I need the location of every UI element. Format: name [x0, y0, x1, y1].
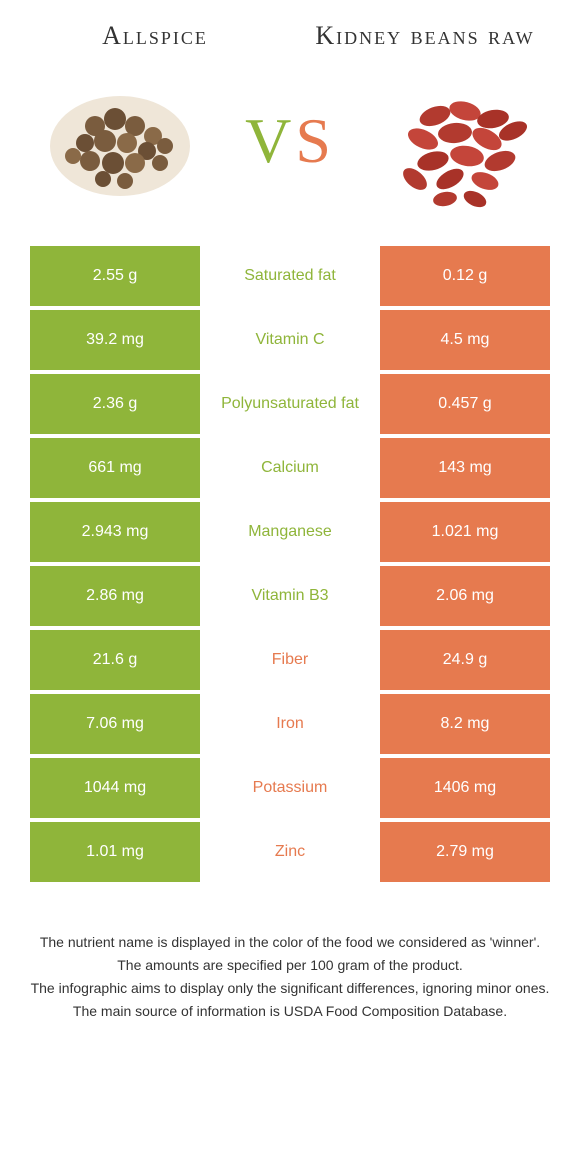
left-value: 661 mg — [30, 438, 200, 498]
nutrient-label: Zinc — [200, 822, 380, 882]
footnotes: The nutrient name is displayed in the co… — [30, 932, 550, 1022]
nutrition-table: 2.55 gSaturated fat0.12 g39.2 mgVitamin … — [30, 246, 550, 882]
right-value: 8.2 mg — [380, 694, 550, 754]
right-value: 4.5 mg — [380, 310, 550, 370]
footnote-line: The main source of information is USDA F… — [30, 1001, 550, 1022]
nutrient-label: Vitamin B3 — [200, 566, 380, 626]
table-row: 1.01 mgZinc2.79 mg — [30, 822, 550, 882]
right-value: 2.06 mg — [380, 566, 550, 626]
vs-s: S — [295, 105, 335, 176]
nutrient-label: Manganese — [200, 502, 380, 562]
right-value: 2.79 mg — [380, 822, 550, 882]
nutrient-label: Saturated fat — [200, 246, 380, 306]
right-value: 1406 mg — [380, 758, 550, 818]
right-value: 24.9 g — [380, 630, 550, 690]
left-value: 2.36 g — [30, 374, 200, 434]
left-value: 21.6 g — [30, 630, 200, 690]
table-row: 2.943 mgManganese1.021 mg — [30, 502, 550, 562]
table-row: 661 mgCalcium143 mg — [30, 438, 550, 498]
right-value: 0.457 g — [380, 374, 550, 434]
nutrient-label: Polyunsaturated fat — [200, 374, 380, 434]
allspice-image — [30, 66, 210, 216]
right-value: 0.12 g — [380, 246, 550, 306]
right-food-title: Kidney beans raw — [300, 20, 550, 51]
table-row: 21.6 gFiber24.9 g — [30, 630, 550, 690]
table-row: 2.36 gPolyunsaturated fat0.457 g — [30, 374, 550, 434]
nutrient-label: Potassium — [200, 758, 380, 818]
header: Allspice Kidney beans raw — [30, 20, 550, 51]
images-row: VS — [30, 61, 550, 221]
left-value: 1044 mg — [30, 758, 200, 818]
left-value: 7.06 mg — [30, 694, 200, 754]
footnote-line: The amounts are specified per 100 gram o… — [30, 955, 550, 976]
left-value: 2.55 g — [30, 246, 200, 306]
right-value: 1.021 mg — [380, 502, 550, 562]
kidney-beans-image — [370, 66, 550, 216]
vs-label: VS — [245, 104, 335, 178]
nutrient-label: Vitamin C — [200, 310, 380, 370]
table-row: 2.86 mgVitamin B32.06 mg — [30, 566, 550, 626]
table-row: 39.2 mgVitamin C4.5 mg — [30, 310, 550, 370]
left-value: 39.2 mg — [30, 310, 200, 370]
nutrient-label: Calcium — [200, 438, 380, 498]
left-value: 2.86 mg — [30, 566, 200, 626]
table-row: 2.55 gSaturated fat0.12 g — [30, 246, 550, 306]
footnote-line: The nutrient name is displayed in the co… — [30, 932, 550, 953]
nutrient-label: Iron — [200, 694, 380, 754]
right-value: 143 mg — [380, 438, 550, 498]
nutrient-label: Fiber — [200, 630, 380, 690]
left-food-title: Allspice — [30, 20, 280, 51]
left-value: 1.01 mg — [30, 822, 200, 882]
vs-v: V — [245, 105, 295, 176]
left-value: 2.943 mg — [30, 502, 200, 562]
footnote-line: The infographic aims to display only the… — [30, 978, 550, 999]
table-row: 1044 mgPotassium1406 mg — [30, 758, 550, 818]
table-row: 7.06 mgIron8.2 mg — [30, 694, 550, 754]
